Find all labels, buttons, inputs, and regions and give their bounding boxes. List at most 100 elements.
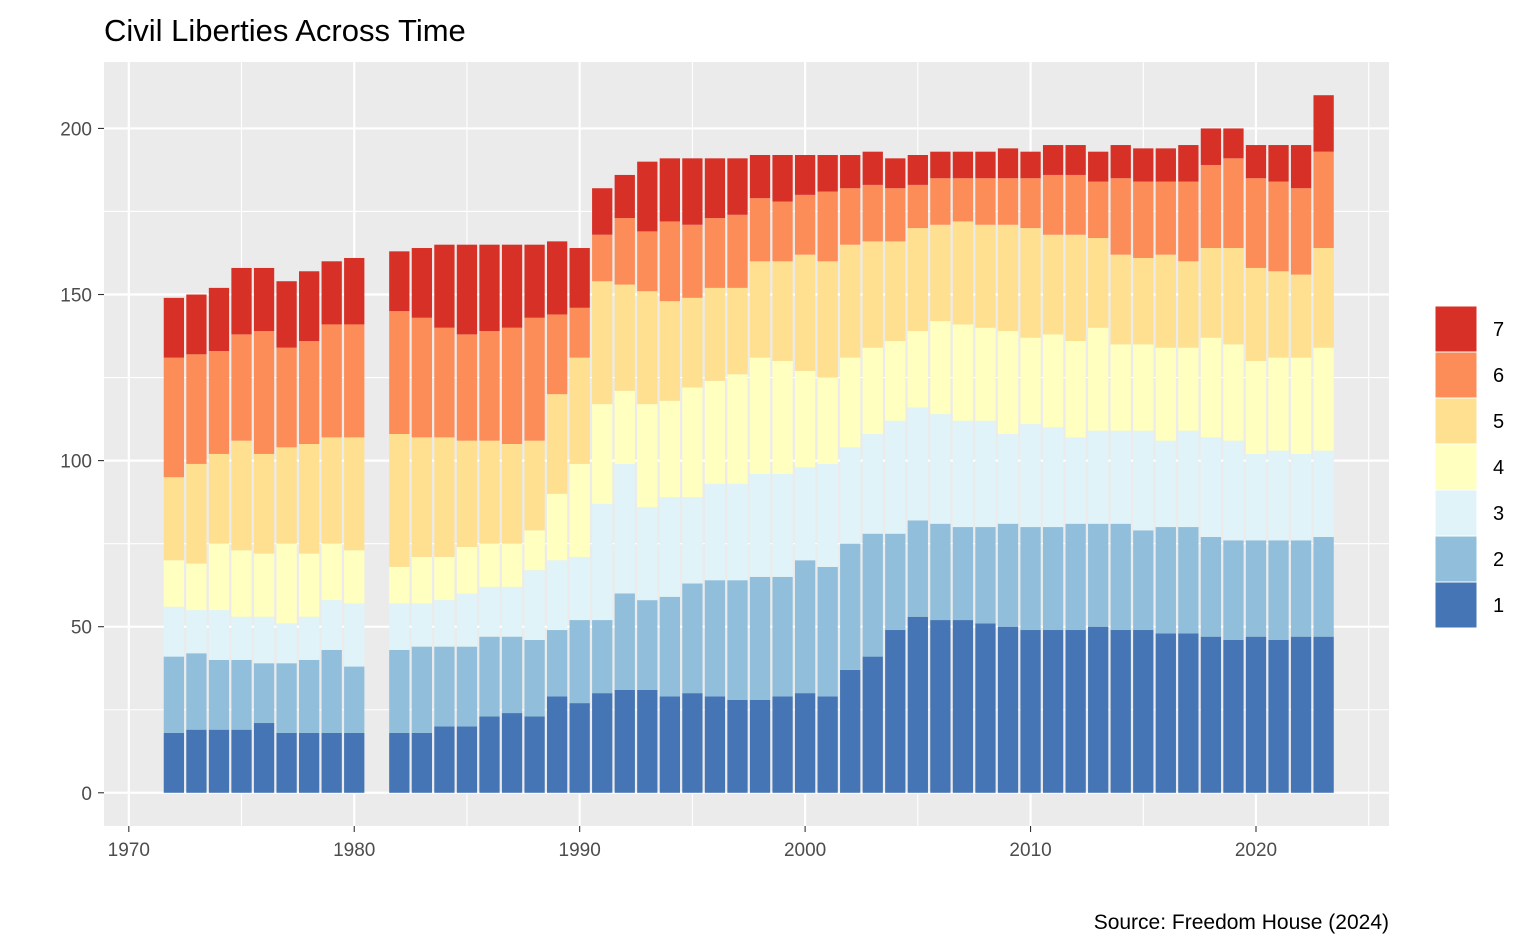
bar-segment-2014-level-7	[1110, 145, 1131, 179]
bar-segment-2011-level-7	[1042, 145, 1064, 175]
bar-segment-1991-level-4	[592, 404, 613, 504]
bar-segment-1996-level-6	[704, 218, 726, 288]
bar-segment-2017-level-4	[1178, 347, 1199, 431]
bar-segment-1988-level-2	[524, 639, 545, 717]
bar-segment-2001-level-1	[817, 696, 838, 793]
bar-segment-1996-level-4	[704, 380, 726, 484]
bar-segment-1984-level-5	[434, 437, 455, 557]
bar-segment-2009-level-7	[997, 148, 1019, 179]
legend-key-1	[1434, 581, 1478, 629]
x-tick-label: 2020	[1235, 840, 1277, 861]
bar-segment-1974-level-4	[208, 543, 230, 611]
bar-segment-1999-level-1	[772, 696, 793, 793]
bar-segment-1983-level-6	[411, 317, 433, 438]
bar-segment-1975-level-6	[231, 334, 252, 441]
y-tick-label: 200	[60, 119, 92, 140]
x-tick-label: 1970	[108, 840, 150, 861]
bar-segment-2022-level-4	[1290, 357, 1312, 454]
bar-segment-2019-level-7	[1223, 128, 1244, 159]
bar-segment-2015-level-5	[1133, 257, 1154, 345]
bar-segment-2021-level-5	[1268, 271, 1289, 358]
bar-segment-1977-level-5	[276, 447, 297, 544]
legend-key-5	[1434, 397, 1478, 445]
chart-caption: Source: Freedom House (2024)	[1094, 911, 1389, 934]
bar-segment-2018-level-5	[1200, 248, 1222, 338]
bar-segment-1994-level-5	[659, 301, 680, 401]
bar-segment-2018-level-6	[1200, 164, 1222, 249]
bar-segment-2012-level-3	[1065, 437, 1086, 524]
bar-segment-1991-level-6	[592, 234, 613, 282]
bar-segment-1994-level-2	[659, 596, 680, 697]
bar-segment-1990-level-4	[569, 463, 590, 557]
axes: 0 50 100 150 200 1970 1980 1990 2000 2010 2020	[60, 119, 1277, 861]
bar-segment-1980-level-3	[344, 603, 365, 667]
bar-segment-1983-level-7	[411, 248, 433, 318]
bar-segment-2013-level-7	[1088, 151, 1109, 182]
bar-segment-1978-level-3	[299, 616, 320, 660]
bar-segment-2020-level-5	[1245, 267, 1267, 361]
bar-segment-2010-level-7	[1020, 151, 1041, 179]
legend-label-7: 7	[1493, 319, 1504, 341]
bar-segment-2020-level-4	[1245, 360, 1267, 454]
bar-segment-1980-level-6	[344, 324, 365, 438]
bar-segment-2008-level-2	[975, 527, 996, 624]
bar-segment-2003-level-2	[862, 533, 883, 657]
bar-segment-1992-level-5	[614, 284, 635, 391]
bar-segment-1997-level-6	[727, 214, 748, 288]
bar-segment-2021-level-1	[1268, 639, 1289, 793]
bar-segment-1992-level-2	[614, 593, 635, 690]
bar-segment-2010-level-2	[1020, 527, 1041, 631]
bar-segment-2017-level-1	[1178, 633, 1199, 793]
bar-segment-1997-level-4	[727, 374, 748, 484]
bar-segment-2021-level-6	[1268, 181, 1289, 272]
bar-segment-1998-level-7	[749, 155, 771, 199]
bar-segment-1972-level-4	[163, 560, 185, 607]
bar-segment-1999-level-3	[772, 473, 793, 577]
bar-segment-1975-level-4	[231, 550, 252, 617]
bar-segment-2001-level-3	[817, 463, 838, 567]
bars	[163, 95, 1334, 793]
bar-segment-2020-level-3	[1245, 453, 1267, 541]
bar-segment-1988-level-6	[524, 317, 545, 441]
x-tick-label: 1980	[333, 840, 375, 861]
bar-segment-1995-level-3	[682, 497, 703, 584]
bar-segment-1984-level-1	[434, 726, 455, 793]
bar-segment-2023-level-7	[1313, 95, 1334, 152]
bar-segment-1997-level-5	[727, 287, 748, 375]
bar-segment-1974-level-2	[208, 659, 230, 730]
bar-segment-1974-level-3	[208, 610, 230, 660]
bar-segment-1995-level-1	[682, 693, 703, 793]
bar-segment-2020-level-1	[1245, 636, 1267, 793]
bar-segment-2004-level-2	[885, 533, 906, 631]
bar-segment-2011-level-2	[1042, 527, 1064, 631]
bar-segment-1980-level-1	[344, 732, 365, 793]
y-tick-label: 150	[60, 286, 92, 307]
bar-segment-1996-level-2	[704, 580, 726, 697]
bar-segment-1973-level-2	[186, 653, 207, 730]
bar-segment-1982-level-4	[389, 566, 410, 604]
bar-segment-2004-level-4	[885, 341, 906, 421]
bar-segment-2019-level-6	[1223, 158, 1244, 249]
bar-segment-2006-level-4	[930, 321, 951, 415]
bar-segment-1975-level-2	[231, 659, 252, 730]
bar-segment-2007-level-3	[952, 420, 974, 528]
bar-segment-1988-level-1	[524, 716, 545, 793]
bar-segment-1992-level-6	[614, 218, 635, 285]
bar-segment-1972-level-3	[163, 606, 185, 657]
bar-segment-2023-level-5	[1313, 248, 1334, 348]
bar-segment-2004-level-6	[885, 188, 906, 242]
bar-segment-2015-level-1	[1133, 630, 1154, 793]
bar-segment-2008-level-3	[975, 420, 996, 528]
bar-segment-2022-level-3	[1290, 453, 1312, 541]
bar-segment-1978-level-1	[299, 732, 320, 793]
bar-segment-2004-level-3	[885, 420, 906, 534]
bar-segment-2011-level-3	[1042, 427, 1064, 528]
bar-segment-1975-level-3	[231, 616, 252, 660]
bar-segment-2012-level-4	[1065, 341, 1086, 438]
bar-segment-1973-level-3	[186, 610, 207, 654]
bar-segment-2005-level-5	[907, 228, 928, 332]
bar-segment-1978-level-6	[299, 341, 320, 444]
bar-segment-2019-level-2	[1223, 540, 1244, 640]
bar-segment-1994-level-4	[659, 400, 680, 498]
bar-segment-2004-level-1	[885, 630, 906, 793]
